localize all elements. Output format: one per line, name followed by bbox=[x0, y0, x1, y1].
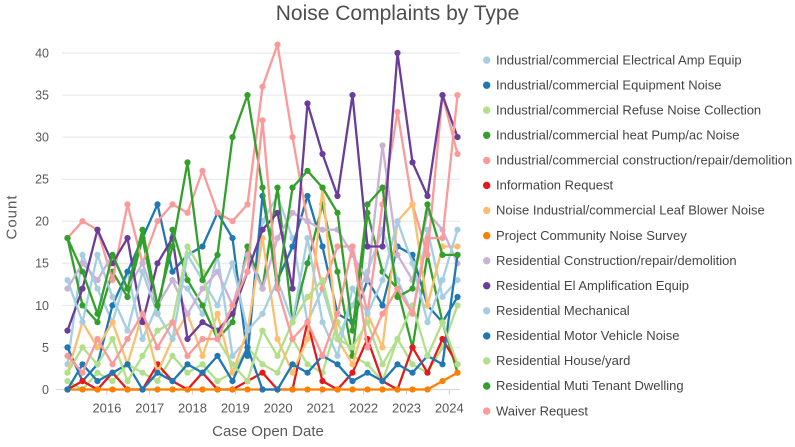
svg-text:Industrial/commercial heat Pum: Industrial/commercial heat Pump/ac Noise bbox=[496, 128, 740, 143]
svg-text:Project Community Noise Survey: Project Community Noise Survey bbox=[496, 228, 687, 243]
svg-text:Noise Complaints by Type: Noise Complaints by Type bbox=[276, 2, 520, 25]
svg-text:40: 40 bbox=[35, 46, 49, 60]
svg-text:Industrial/commercial Refuse N: Industrial/commercial Refuse Noise Colle… bbox=[496, 102, 761, 117]
svg-text:30: 30 bbox=[35, 131, 49, 145]
svg-text:Residential Mechanical: Residential Mechanical bbox=[496, 303, 630, 318]
svg-text:2020: 2020 bbox=[264, 401, 293, 416]
svg-text:20: 20 bbox=[35, 215, 49, 229]
svg-text:Residential El Amplification E: Residential El Amplification Equip bbox=[496, 278, 689, 293]
svg-text:2022: 2022 bbox=[349, 401, 378, 416]
svg-text:Information Request: Information Request bbox=[496, 178, 613, 193]
svg-text:2019: 2019 bbox=[221, 401, 250, 416]
svg-text:Case Open Date: Case Open Date bbox=[212, 423, 324, 440]
svg-text:35: 35 bbox=[35, 89, 49, 103]
svg-text:Residential Muti Tenant Dwelli: Residential Muti Tenant Dwelling bbox=[496, 378, 684, 393]
svg-text:Industrial/commercial Equipmen: Industrial/commercial Equipment Noise bbox=[496, 77, 721, 92]
svg-text:2023: 2023 bbox=[392, 401, 421, 416]
svg-text:2017: 2017 bbox=[135, 401, 164, 416]
svg-text:Residential Construction/repai: Residential Construction/repair/demoliti… bbox=[496, 253, 737, 268]
svg-text:15: 15 bbox=[35, 257, 49, 271]
svg-text:2018: 2018 bbox=[178, 401, 207, 416]
svg-text:2021: 2021 bbox=[306, 401, 335, 416]
svg-text:Industrial/commercial construc: Industrial/commercial construction/repai… bbox=[496, 153, 792, 168]
svg-text:2024: 2024 bbox=[435, 401, 464, 416]
svg-text:25: 25 bbox=[35, 173, 49, 187]
svg-text:Residential Motor Vehicle Nois: Residential Motor Vehicle Noise bbox=[496, 328, 680, 343]
svg-text:Count: Count bbox=[4, 194, 21, 239]
svg-text:0: 0 bbox=[42, 383, 49, 397]
svg-text:5: 5 bbox=[42, 341, 49, 355]
svg-text:10: 10 bbox=[35, 299, 49, 313]
svg-text:Industrial/commercial Electric: Industrial/commercial Electrical Amp Equ… bbox=[496, 52, 742, 67]
svg-text:Noise Industrial/commercial Le: Noise Industrial/commercial Leaf Blower … bbox=[496, 203, 765, 218]
svg-text:2016: 2016 bbox=[92, 401, 121, 416]
svg-text:Residential House/yard: Residential House/yard bbox=[496, 353, 630, 368]
svg-text:Waiver Request: Waiver Request bbox=[496, 403, 588, 418]
